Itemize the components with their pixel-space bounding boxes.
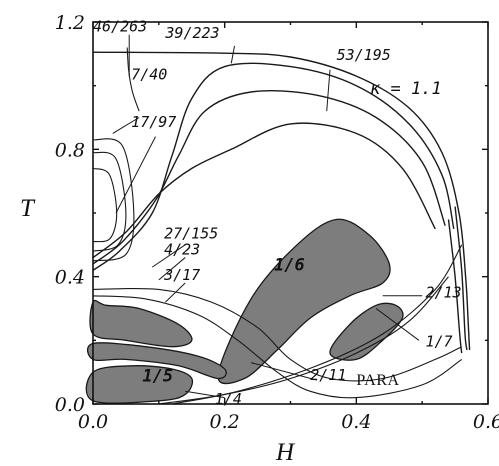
y-tick-label-1: 0.4	[55, 267, 85, 289]
boundary-line-outer	[92, 51, 471, 350]
phase-label-1: 39/223	[164, 24, 219, 42]
phase-label-0: 46/263	[93, 18, 147, 36]
boundary-line-left-oval-2	[92, 151, 127, 252]
parameter-label: κ = 1.1	[370, 79, 442, 99]
shaded-region-1	[329, 302, 404, 361]
boundary-line-right-inner-1	[454, 206, 468, 350]
plot-area	[85, 218, 404, 404]
shaded-region-3	[89, 299, 193, 348]
boundary-line-loop-2	[92, 90, 446, 265]
boundary-line-loop-1	[92, 62, 455, 271]
boundary-line-loop-3	[92, 122, 436, 259]
axes: 0.0 0.2 0.4 0.6 0.0 0.4 0.8 1.2	[55, 12, 499, 433]
shaded-label-1: 1/5	[142, 367, 173, 387]
phase-label-2: 53/195	[337, 46, 391, 64]
x-tick-label-3: 0.6	[473, 411, 499, 433]
x-tick-label-2: 0.4	[341, 411, 371, 433]
phase-label-12: PARA	[356, 372, 399, 389]
phase-label-3: 7/40	[131, 65, 167, 83]
fan-line-3	[171, 244, 463, 405]
x-tick-label-0: 0.0	[78, 411, 108, 433]
label-leader-4	[115, 136, 156, 214]
fan-line-1	[92, 287, 462, 382]
phase-label-11: 1/4	[215, 390, 242, 408]
boundary-lines	[92, 34, 471, 405]
phase-label-5: 27/155	[164, 224, 218, 242]
phase-label-10: 2/11	[310, 366, 346, 384]
boundary-line-left-oval-1	[92, 138, 135, 262]
x-tick-label-1: 0.2	[210, 411, 240, 433]
label-leader-7	[165, 282, 186, 303]
label-leader-6	[158, 257, 186, 281]
phase-label-6: 4/23	[164, 240, 200, 258]
label-leader-5	[151, 244, 186, 268]
label-leader-3	[112, 117, 140, 134]
fan-line-0	[92, 295, 463, 399]
y-tick-label-2: 0.8	[55, 139, 85, 161]
label-leader-10	[250, 362, 317, 381]
y-axis-title: T	[20, 195, 36, 222]
shaded-label-0: 1/6	[274, 255, 305, 275]
shaded-region-2	[85, 365, 194, 404]
shaded-region-4	[86, 342, 227, 380]
label-leader-1	[230, 45, 236, 64]
phase-label-4: 17/97	[131, 113, 176, 131]
phase-label-8: 2/13	[425, 283, 461, 301]
x-axis-title: H	[275, 439, 296, 466]
label-leader-9	[375, 308, 420, 341]
label-leader-2	[326, 69, 331, 112]
label-leader-11	[185, 390, 225, 399]
y-tick-label-0: 0.0	[55, 394, 85, 416]
y-tick-label-3: 1.2	[55, 12, 85, 34]
phase-label-9: 1/7	[425, 333, 452, 351]
phase-label-7: 3/17	[163, 266, 200, 284]
top-vertical-line	[126, 47, 140, 112]
boundary-line-left-oval-3	[92, 167, 118, 243]
shaded-region-0	[217, 218, 391, 385]
